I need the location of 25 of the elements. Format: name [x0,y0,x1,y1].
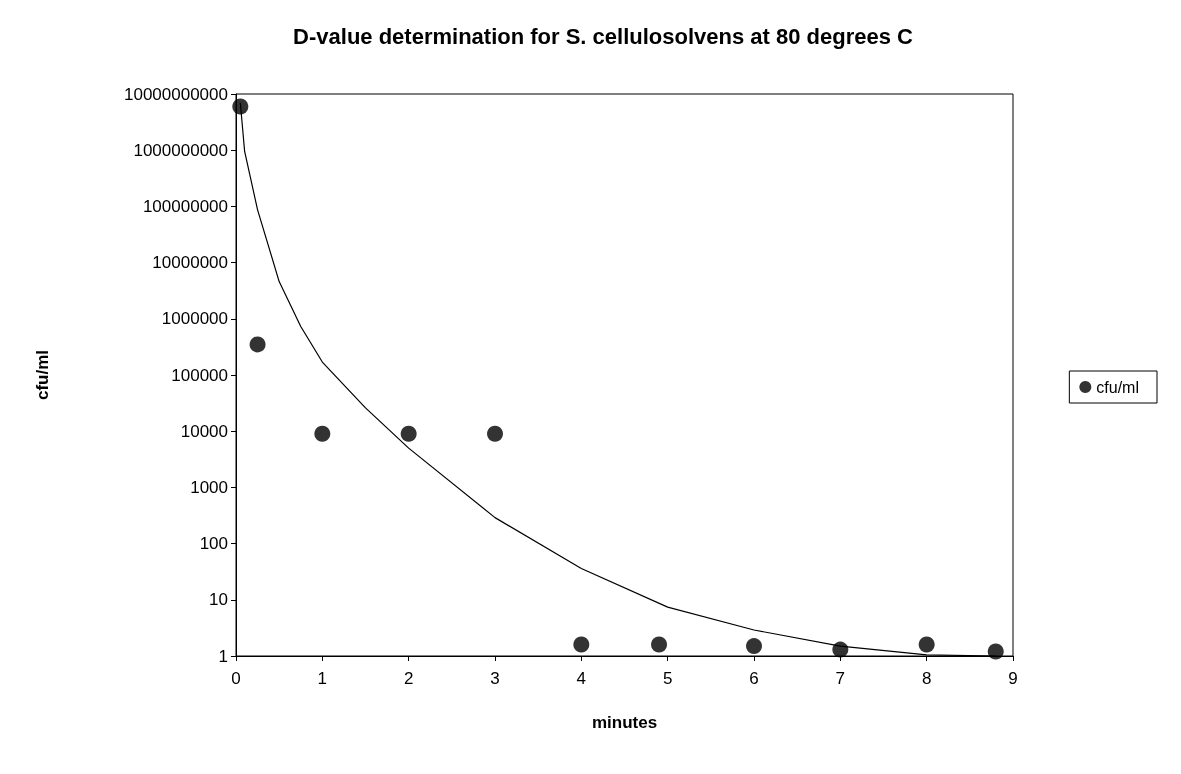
x-tick-label: 4 [576,669,587,688]
x-tick-label: 5 [662,669,673,688]
y-tick-label: 1 [218,646,228,666]
x-tick-label: 7 [835,669,846,688]
x-tick-label: 8 [921,669,932,688]
y-tick-label: 10000000000 [123,84,228,104]
legend-label: cfu/ml [1096,378,1139,396]
x-axis-title: minutes [591,713,658,732]
y-tick-label: 1000 [190,477,228,497]
chart-title: D-value determination for S. cellulosolvens at 80 degrees C [293,23,914,49]
y-tick-label: 100000 [171,365,228,385]
y-tick-label: 100 [199,534,228,554]
x-tick-label: 1 [317,669,328,688]
x-tick-label: 6 [749,669,759,688]
x-tick-label: 3 [490,669,500,688]
y-tick-label: 1000000 [161,309,228,329]
y-axis-title: cfu/ml [33,349,52,401]
x-tick-label: 0 [231,669,241,688]
y-tick-label: 10000000 [152,253,228,273]
y-tick-label: 1000000000 [133,140,228,160]
y-tick-label: 10000 [180,421,228,441]
x-tick-label: 9 [1008,669,1018,688]
y-tick-label: 10 [209,590,228,610]
x-tick-label: 2 [403,669,414,688]
y-tick-label: 100000000 [142,196,228,216]
